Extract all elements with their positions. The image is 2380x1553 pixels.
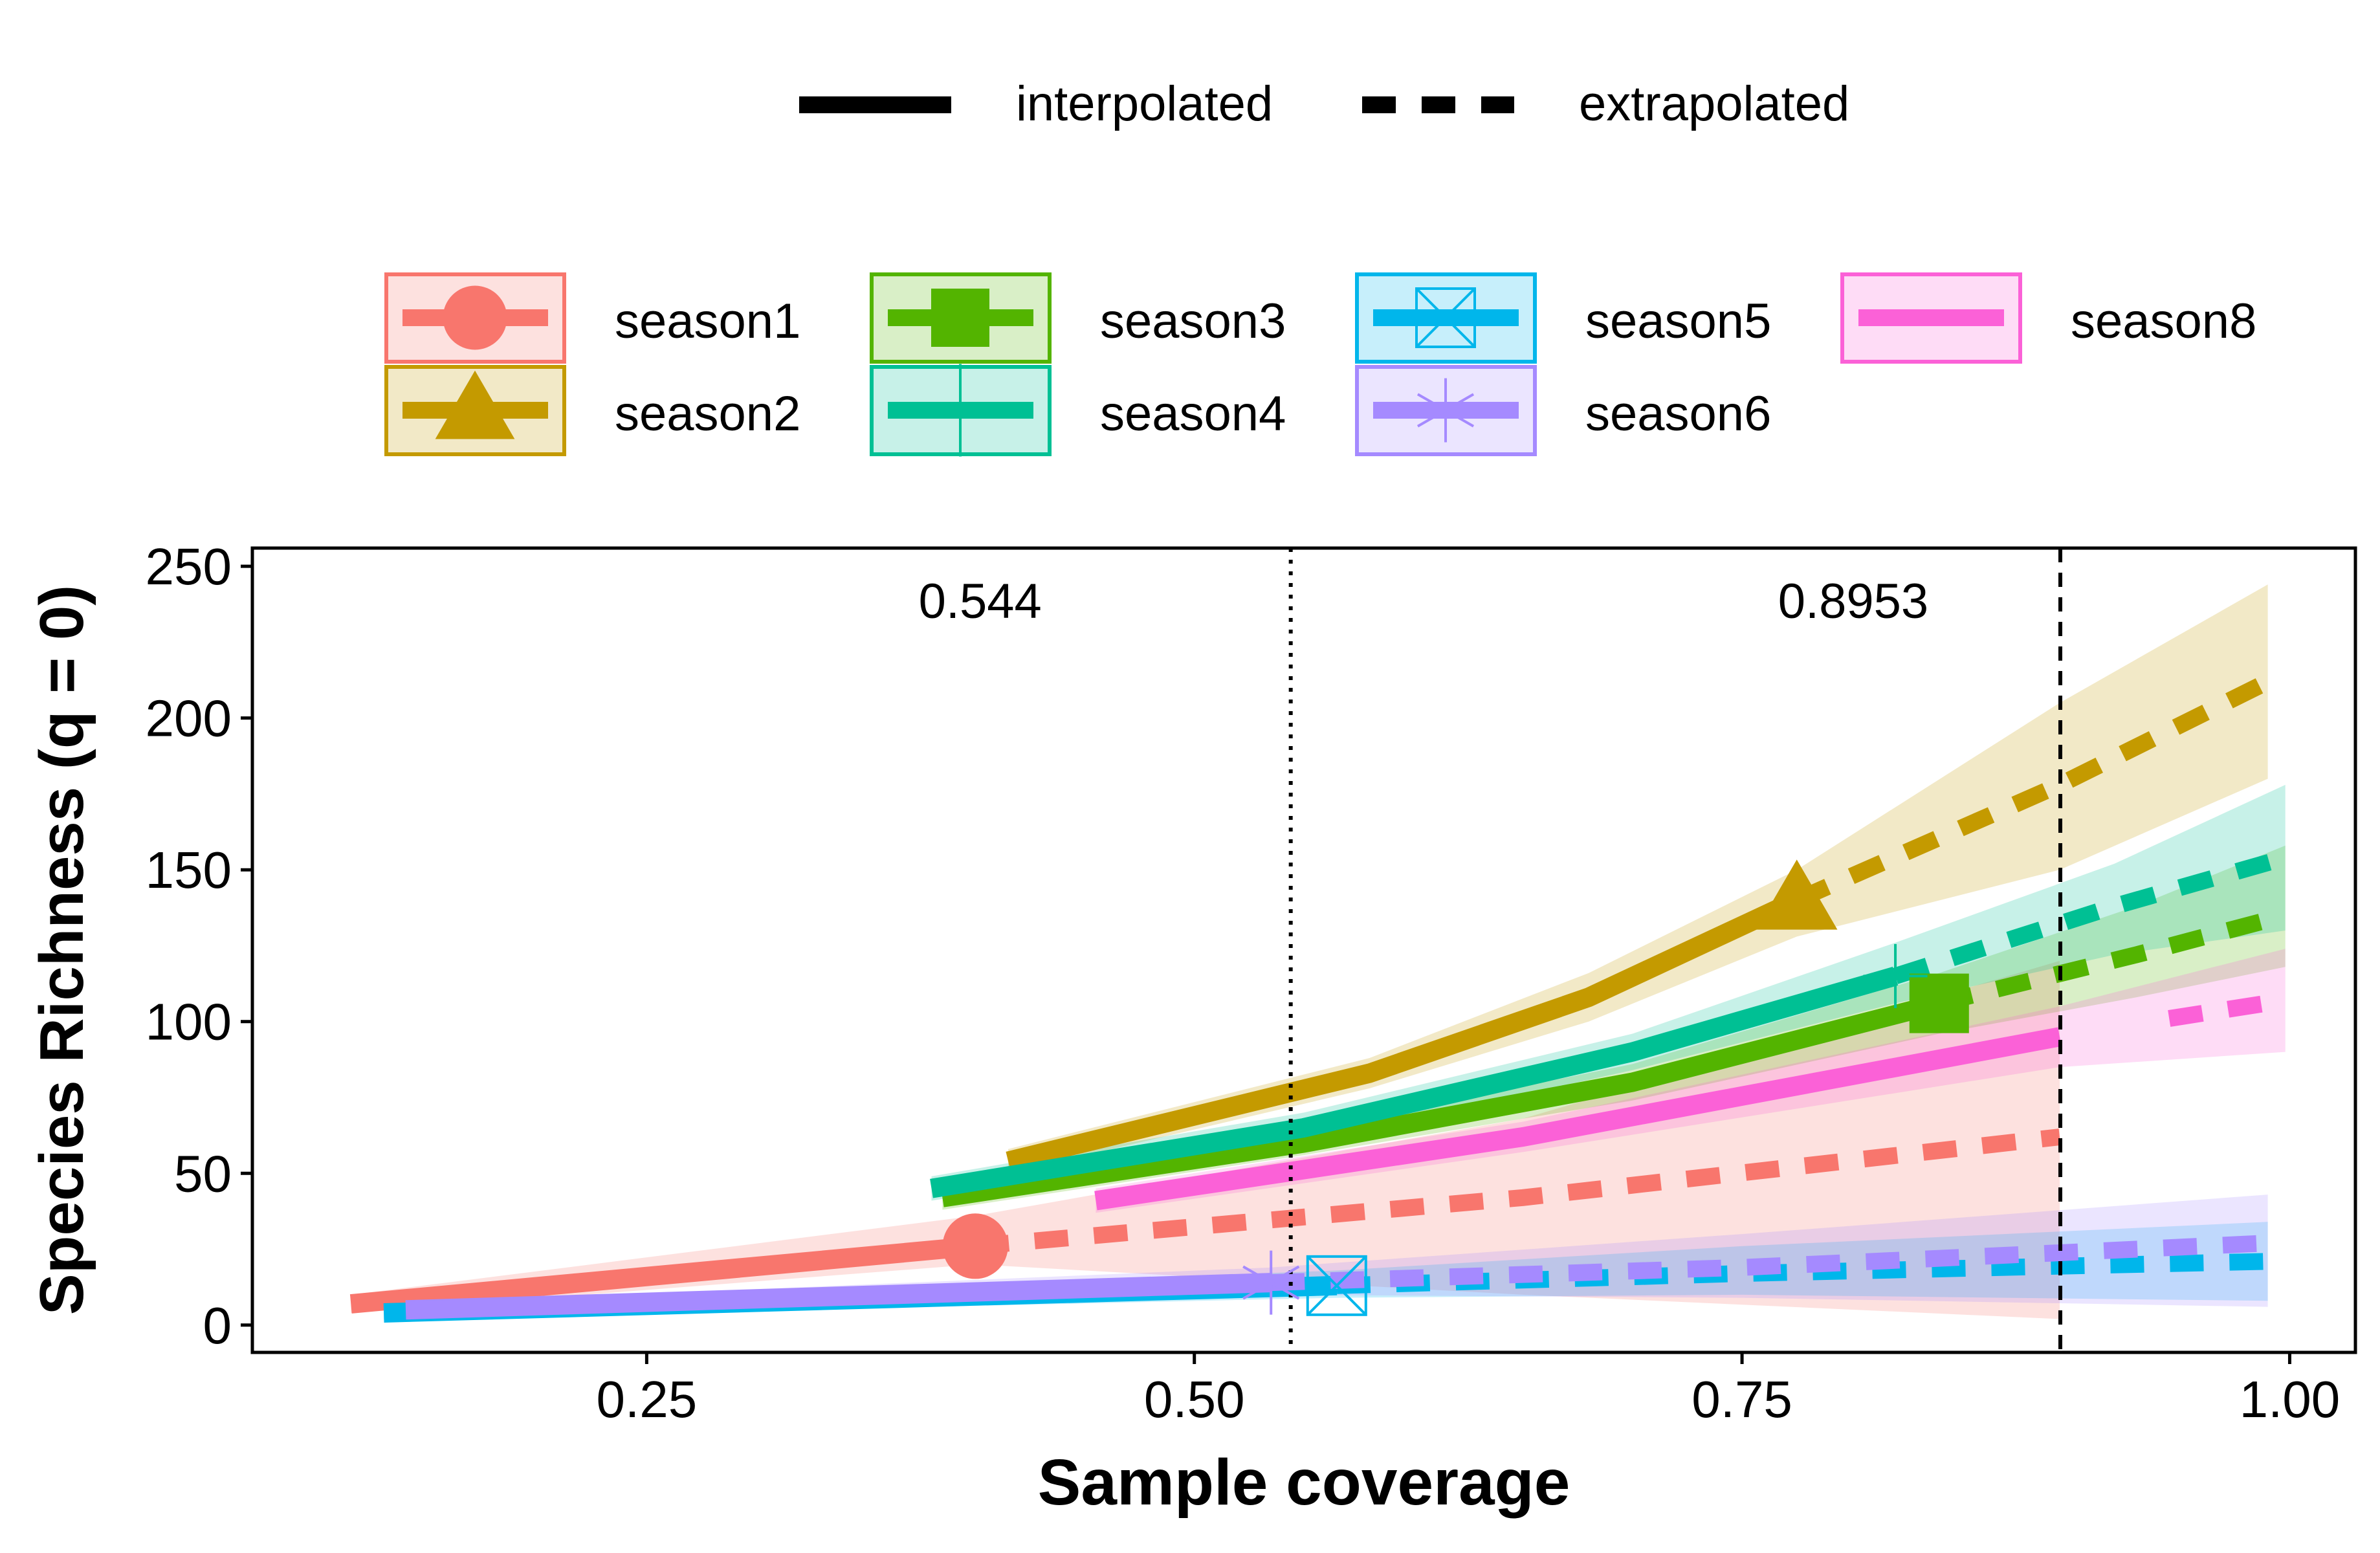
season8-extrapolated-line [2168, 992, 2287, 1027]
legend-key-season4 [870, 364, 1052, 457]
legend-season8-label: season8 [2071, 294, 2256, 349]
season1-interpolated-line [349, 1236, 976, 1314]
legend-season2-label: season2 [615, 386, 800, 441]
plot-area: 0.544 0.8953 0.25 0.50 0.75 1.00 0 50 100 150 200… [146, 538, 2357, 1428]
season8-interpolated-line [1094, 1027, 2062, 1211]
legend-season1-label: season1 [615, 294, 800, 349]
observed-markers [942, 859, 1969, 1316]
reference-label-0.544: 0.544 [919, 574, 1042, 629]
x-axis-title: Sample coverage [1038, 1446, 1570, 1519]
legend-key-season1 [384, 272, 566, 364]
x-tick-label: 1.00 [2240, 1371, 2341, 1428]
y-tick-label: 150 [146, 841, 232, 899]
linetype-legend: interpolated extrapolated [799, 76, 1849, 131]
season4-extrapolated-line [1893, 849, 2288, 984]
season4-interpolated-line [930, 966, 1899, 1198]
legend-season6-marker [1416, 378, 1475, 443]
legend-key-season5 [1355, 272, 1537, 364]
season1-observed-marker [942, 1213, 1008, 1279]
x-tick-label: 0.75 [1691, 1371, 1792, 1428]
legend-key-season6 [1355, 365, 1537, 456]
y-tick-label: 50 [174, 1145, 232, 1202]
legend-season6-label: season6 [1585, 386, 1771, 441]
series-lines [349, 674, 2288, 1323]
season2-extrapolated-line [1793, 674, 2272, 909]
legend-season4-label: season4 [1100, 386, 1286, 441]
reference-label-0.8953: 0.8953 [1778, 574, 1928, 629]
season3-observed-marker [1909, 973, 1969, 1033]
legend-season5-label: season5 [1585, 294, 1771, 349]
legend-season4-marker [914, 364, 1007, 457]
legend-season3-marker [931, 289, 989, 347]
season3-extrapolated-line [1937, 907, 2288, 1012]
season1-confidence-band [351, 960, 2060, 1319]
season6-interpolated-line [405, 1273, 1272, 1320]
legend-extrapolated-label: extrapolated [1579, 76, 1849, 131]
legend-interpolated-label: interpolated [1016, 76, 1273, 131]
season3-interpolated-line [941, 994, 1942, 1207]
legend-key-season3 [870, 272, 1052, 364]
legend-season5-marker [1415, 287, 1476, 348]
season2-confidence-band [1008, 584, 2268, 1174]
season4-observed-marker [1863, 943, 1928, 1008]
y-tick-label: 200 [146, 690, 232, 747]
y-tick-label: 0 [203, 1297, 232, 1354]
reference-lines: 0.544 0.8953 [919, 548, 2062, 1352]
y-tick-label: 250 [146, 538, 232, 595]
plot-border [250, 546, 2357, 1354]
x-tick-label: 0.50 [1144, 1371, 1245, 1428]
x-tick-label: 0.25 [597, 1371, 698, 1428]
legend-key-season2 [384, 365, 566, 456]
y-axis-title: Species Richness (q = 0) [27, 585, 96, 1315]
series-legend: season1 season2 season3 season4 season5 … [384, 272, 2256, 457]
y-tick-label: 100 [146, 993, 232, 1051]
season5-observed-marker [1306, 1255, 1367, 1316]
axes: 0.25 0.50 0.75 1.00 0 50 100 150 200 250 [146, 538, 2341, 1428]
season1-extrapolated-line [975, 1129, 2061, 1255]
legend-season1-marker [443, 285, 507, 350]
season2-interpolated-line [1006, 891, 1802, 1171]
season2-observed-marker [1756, 859, 1838, 930]
legend-season3-label: season3 [1100, 294, 1286, 349]
legend-season2-marker [435, 370, 515, 439]
season6-observed-marker [1242, 1250, 1300, 1315]
legend-key-season8 [1840, 272, 2022, 364]
